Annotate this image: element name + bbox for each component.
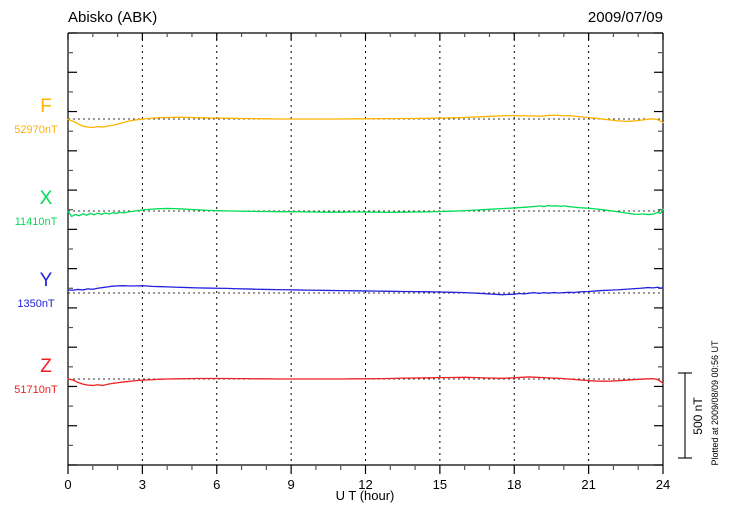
series-baseline-z: 51710nT [14,384,58,396]
series-label-x: X [40,188,53,209]
y-axis-ticks [68,32,663,466]
trace-y [67,285,664,296]
date-label: 2009/07/09 [588,9,663,26]
series-label-z: Z [40,356,52,377]
trace-f [67,114,664,129]
scale-bar-label: 500 nT [691,397,705,435]
x-axis-title: U T (hour) [336,488,395,503]
x-tick-label: 6 [213,477,220,492]
page-title: Abisko (ABK) [68,9,157,26]
plotted-at-label: Plotted at 2009/08/09 00:56 UT [710,340,720,466]
x-axis-tick-labels: 0 3 6 9 12 15 18 21 24 [64,477,670,492]
x-tick-label: 18 [507,477,521,492]
series-label-y: Y [40,270,53,291]
x-axis-ticks [67,33,664,474]
x-tick-label: 24 [656,477,670,492]
trace-x [67,204,664,218]
x-tick-label: 12 [358,477,372,492]
series-label-f: F [40,96,52,117]
series-labels: F 52970nT X 11410nT Y 1350nT Z 51710nT [14,96,58,396]
x-tick-label: 3 [139,477,146,492]
data-traces [67,114,664,387]
grid-lines [141,33,590,465]
series-baseline-x: 11410nT [15,216,58,228]
x-tick-label: 21 [581,477,595,492]
series-baseline-y: 1350nT [17,298,55,310]
x-tick-label: 0 [64,477,71,492]
x-tick-label: 9 [288,477,295,492]
trace-z [67,376,664,387]
scale-bar: 500 nT [678,372,705,459]
series-baseline-f: 52970nT [14,124,58,136]
x-tick-label: 15 [433,477,447,492]
